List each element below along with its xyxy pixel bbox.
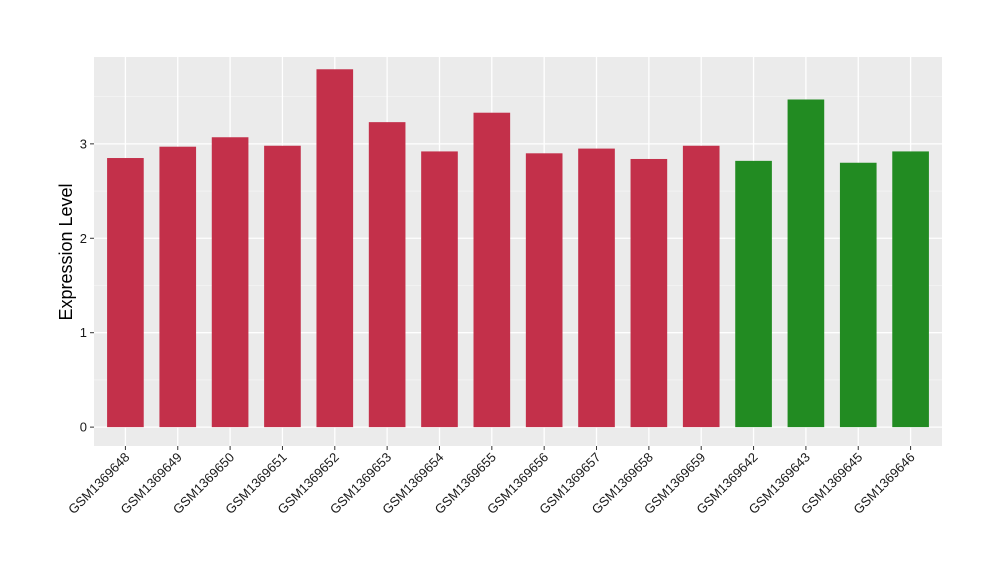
y-axis-title: Expression Level [56,183,76,320]
bar [892,151,929,428]
bar [735,160,772,428]
y-tick-label: 0 [80,420,87,435]
y-tick-label: 1 [80,325,87,340]
y-tick-label: 2 [80,231,87,246]
bar [525,153,563,428]
bar [159,146,197,428]
bar [316,69,354,428]
bar [421,151,458,428]
bar [264,145,301,428]
bar [368,122,406,428]
bar [578,148,615,428]
y-tick-label: 3 [80,136,87,151]
bar [473,112,511,428]
y-axis: 0 1 2 3 [80,136,94,435]
x-axis: GSM1369648GSM1369649GSM1369650GSM1369651… [65,446,918,517]
bar [211,137,249,428]
bar [682,145,720,428]
bar [107,158,144,428]
bar [787,99,825,428]
bars [107,69,929,428]
bar [630,158,668,428]
bar [839,162,877,428]
